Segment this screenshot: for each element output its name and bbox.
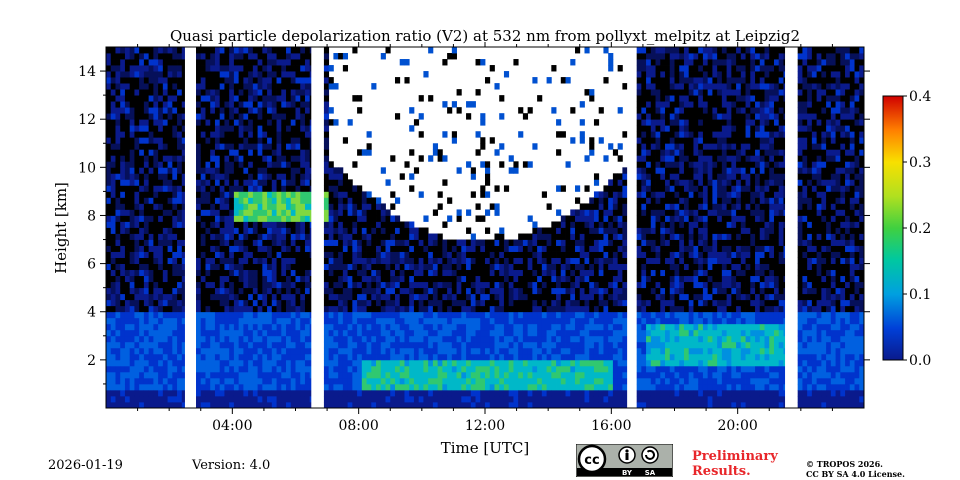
y-tick-label: 10	[78, 160, 96, 176]
cc-by-sa-icon: cc BY SA	[576, 444, 673, 477]
y-tick-label: 8	[87, 208, 96, 224]
date-label: 2026-01-19	[48, 458, 123, 473]
x-tick-label: 16:00	[591, 418, 631, 434]
copyright-line-1: © TROPOS 2026.	[806, 459, 883, 469]
x-tick-label: 04:00	[212, 418, 252, 434]
x-tick-label: 20:00	[717, 418, 757, 434]
x-tick-label: 08:00	[338, 418, 378, 434]
chart-title: Quasi particle depolarization ratio (V2)…	[170, 27, 800, 45]
data-gaps	[184, 47, 795, 408]
y-tick-label: 6	[87, 257, 96, 273]
heatmap-image	[106, 47, 864, 408]
y-axis: 2 4 6 8 10 12 14	[78, 64, 870, 385]
y-tick-label: 12	[78, 112, 96, 128]
data-gap-3	[785, 47, 795, 408]
badge-by-text: BY	[622, 469, 633, 477]
x-tick-label: 12:00	[465, 418, 505, 434]
version-label: Version: 4.0	[192, 458, 271, 473]
colorbar-ticks: 0.0 0.1 0.2 0.3 0.4	[903, 89, 931, 369]
badge-sa-text: SA	[645, 469, 656, 477]
data-gap-1	[311, 47, 321, 408]
y-tick-label: 4	[87, 305, 96, 321]
copyright-line-2: CC BY SA 4.0 License.	[806, 469, 905, 479]
copyright-note: © TROPOS 2026. CC BY SA 4.0 License.	[806, 459, 905, 479]
y-axis-label: Height [km]	[52, 182, 70, 274]
colorbar-tick-label: 0.4	[909, 89, 931, 105]
y-tick-label: 2	[87, 353, 96, 369]
colorbar	[882, 95, 904, 361]
x-axis: 04:00 08:00 12:00 16:00 20:00	[137, 42, 833, 434]
colorbar-tick-label: 0.2	[909, 221, 931, 237]
colorbar-tick-label: 0.1	[909, 287, 931, 303]
y-tick-label: 14	[78, 64, 96, 80]
data-gap-0	[184, 47, 195, 408]
data-gap-2	[627, 47, 637, 408]
colorbar-tick-label: 0.3	[909, 155, 931, 171]
x-axis-label: Time [UTC]	[441, 439, 530, 457]
preliminary-line-1: Preliminary	[692, 449, 778, 464]
colorbar-tick-label: 0.0	[909, 353, 931, 369]
preliminary-line-2: Results.	[692, 464, 751, 479]
preliminary-results-note: Preliminary Results.	[692, 449, 778, 479]
